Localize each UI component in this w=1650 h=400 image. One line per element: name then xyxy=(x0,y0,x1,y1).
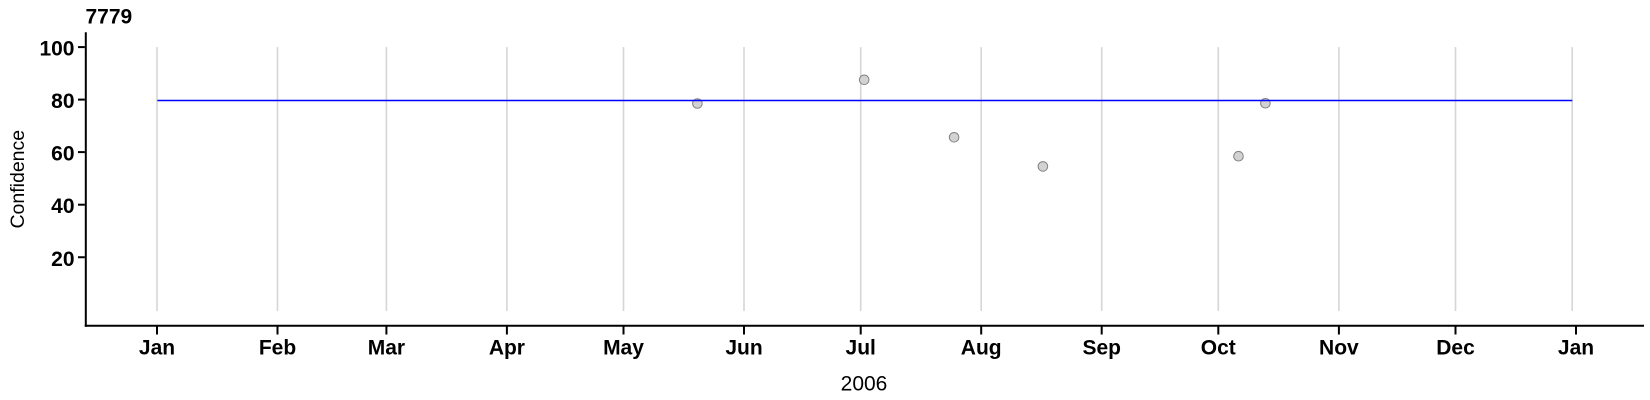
svg-text:40: 40 xyxy=(51,195,74,218)
svg-text:Dec: Dec xyxy=(1436,337,1475,360)
svg-text:Oct: Oct xyxy=(1201,337,1236,360)
svg-text:100: 100 xyxy=(39,38,74,61)
svg-text:Confidence: Confidence xyxy=(7,130,29,229)
svg-text:7779: 7779 xyxy=(86,5,133,28)
svg-text:Jan: Jan xyxy=(1558,337,1594,360)
svg-text:Feb: Feb xyxy=(259,337,296,360)
svg-text:May: May xyxy=(603,337,644,360)
svg-text:Apr: Apr xyxy=(489,337,525,360)
svg-text:Aug: Aug xyxy=(961,337,1002,360)
svg-text:20: 20 xyxy=(51,248,74,271)
svg-text:80: 80 xyxy=(51,90,74,113)
svg-text:Jul: Jul xyxy=(846,337,876,360)
svg-text:60: 60 xyxy=(51,143,74,166)
svg-text:Jun: Jun xyxy=(725,337,762,360)
svg-text:Mar: Mar xyxy=(368,337,405,360)
svg-text:Sep: Sep xyxy=(1082,337,1121,360)
svg-text:2006: 2006 xyxy=(841,372,888,395)
svg-text:Nov: Nov xyxy=(1319,337,1359,360)
svg-text:Jan: Jan xyxy=(139,337,175,360)
